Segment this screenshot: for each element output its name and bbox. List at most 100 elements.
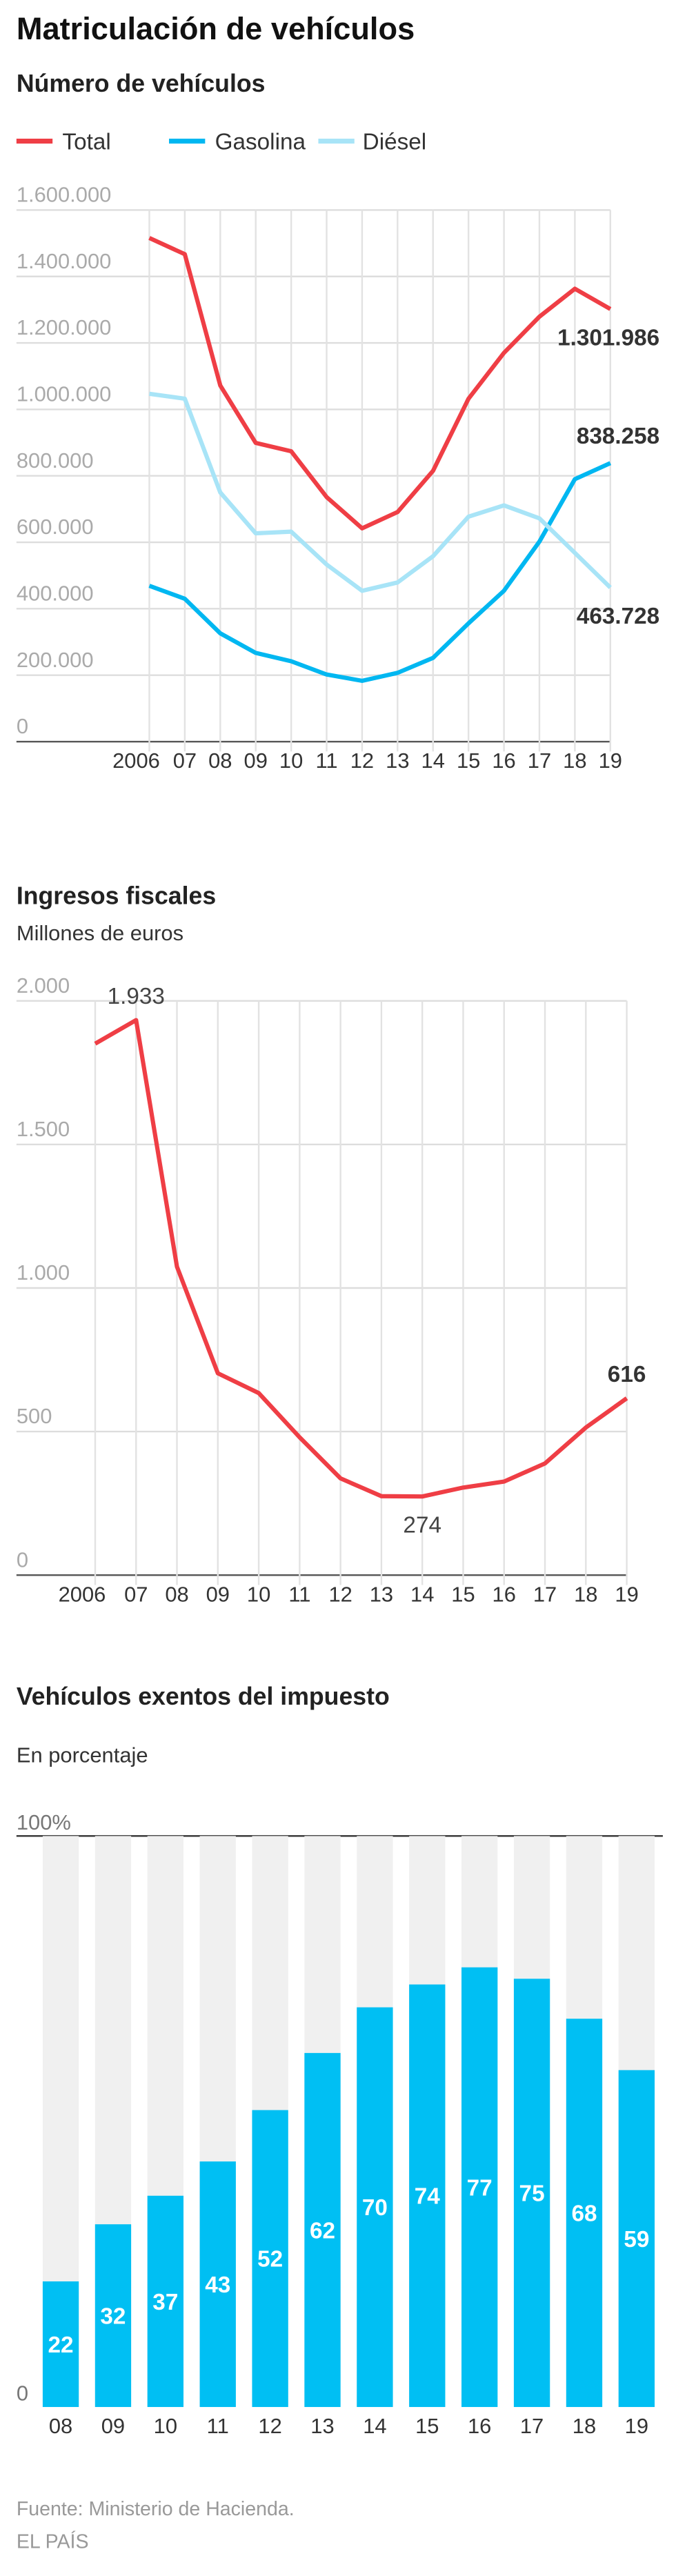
x-tick-label: 15 <box>451 1582 475 1606</box>
y-tick-label: 800.000 <box>17 448 94 473</box>
x-tick-label: 19 <box>615 1582 638 1606</box>
x-tick-label: 14 <box>421 749 445 773</box>
chart-title: Número de vehículos <box>17 70 266 97</box>
legend-label: Diésel <box>363 129 426 155</box>
series-line <box>149 391 612 593</box>
value-label: 32 <box>100 2303 126 2329</box>
x-tick-label: 17 <box>528 749 551 773</box>
value-label: 77 <box>467 2175 493 2201</box>
chart-title: Vehículos exentos del impuesto <box>17 1683 390 1710</box>
x-tick-label: 08 <box>165 1582 188 1606</box>
x-tick-label: 09 <box>244 749 268 773</box>
bar <box>252 2110 288 2408</box>
x-tick-label: 15 <box>415 2414 439 2438</box>
legend-label: Gasolina <box>215 129 306 155</box>
value-label: 43 <box>205 2272 230 2298</box>
bar <box>304 2052 341 2408</box>
bar <box>357 2007 393 2408</box>
x-tick-label: 13 <box>370 1582 393 1606</box>
series-line <box>94 1018 628 1499</box>
value-label: 274 <box>403 1512 441 1538</box>
bar <box>618 2070 655 2408</box>
x-tick-label: 10 <box>279 749 303 773</box>
value-label: 74 <box>415 2184 441 2210</box>
y-tick-label: 1.000 <box>17 1260 70 1285</box>
y-tick-label: 0 <box>17 2381 28 2406</box>
series-line <box>148 461 612 683</box>
x-tick-label: 16 <box>492 749 515 773</box>
chart-title: Ingresos fiscales <box>17 882 216 909</box>
x-tick-label: 19 <box>599 749 622 773</box>
credit: EL PAÍS <box>17 2531 89 2553</box>
x-tick-label: 11 <box>207 2414 229 2438</box>
x-tick-label: 13 <box>310 2414 334 2438</box>
x-tick-label: 13 <box>386 749 409 773</box>
value-label: 1.301.986 <box>557 325 659 350</box>
y-tick-label: 200.000 <box>17 648 94 672</box>
x-tick-label: 09 <box>101 2414 125 2438</box>
x-tick-label: 08 <box>208 749 232 773</box>
x-tick-label: 15 <box>457 749 480 773</box>
y-tick-label: 1.500 <box>17 1117 70 1141</box>
value-label: 52 <box>257 2247 283 2272</box>
bar <box>409 1984 446 2408</box>
bar <box>566 2019 603 2408</box>
x-tick-label: 2006 <box>112 749 160 773</box>
x-tick-label: 12 <box>350 749 374 773</box>
x-tick-label: 09 <box>206 1582 230 1606</box>
source: Fuente: Ministerio de Hacienda. <box>17 2498 295 2520</box>
bar <box>95 2224 132 2408</box>
y-tick-label: 0 <box>17 1547 28 1572</box>
x-tick-label: 18 <box>574 1582 597 1606</box>
x-tick-label: 14 <box>410 1582 434 1606</box>
y-tick-label: 400.000 <box>17 581 94 605</box>
y-tick-label: 1.600.000 <box>17 183 112 207</box>
x-tick-label: 12 <box>328 1582 352 1606</box>
x-tick-label: 10 <box>247 1582 270 1606</box>
value-label: 22 <box>48 2332 74 2358</box>
chart-subtitle: Millones de euros <box>17 921 183 945</box>
x-tick-label: 16 <box>493 1582 516 1606</box>
y-tick-label: 600.000 <box>17 515 94 539</box>
x-tick-label: 17 <box>520 2414 544 2438</box>
bar <box>461 1967 498 2408</box>
y-tick-label: 1.400.000 <box>17 249 112 273</box>
series-line <box>148 236 612 531</box>
value-label: 37 <box>152 2290 178 2315</box>
value-label: 838.258 <box>577 424 659 449</box>
y-tick-label: 100% <box>17 1810 71 1834</box>
x-tick-label: 07 <box>124 1582 148 1606</box>
y-tick-label: 1.200.000 <box>17 315 112 339</box>
value-label: 75 <box>519 2181 545 2207</box>
x-tick-label: 12 <box>258 2414 281 2438</box>
legend-label: Total <box>62 129 110 155</box>
x-tick-label: 08 <box>49 2414 72 2438</box>
bar <box>199 2161 236 2408</box>
y-tick-label: 0 <box>17 714 28 738</box>
y-tick-label: 1.000.000 <box>17 382 112 406</box>
value-label: 616 <box>608 1362 646 1387</box>
value-label: 59 <box>624 2227 649 2252</box>
bar <box>42 2281 79 2408</box>
y-tick-label: 2.000 <box>17 973 70 998</box>
page-title: Matriculación de vehículos <box>17 11 415 46</box>
chart-subtitle: En porcentaje <box>17 1743 148 1767</box>
x-tick-label: 07 <box>173 749 197 773</box>
x-tick-label: 17 <box>533 1582 557 1606</box>
value-label: 62 <box>310 2218 335 2243</box>
x-tick-label: 14 <box>363 2414 386 2438</box>
value-label: 1.933 <box>108 984 165 1009</box>
y-tick-label: 500 <box>17 1404 52 1428</box>
bar <box>513 1979 550 2408</box>
value-label: 70 <box>362 2195 388 2221</box>
x-tick-label: 19 <box>625 2414 648 2438</box>
value-label: 463.728 <box>577 604 659 629</box>
x-tick-label: 18 <box>573 2414 596 2438</box>
value-label: 68 <box>571 2201 597 2227</box>
x-tick-label: 2006 <box>59 1582 106 1606</box>
x-tick-label: 16 <box>468 2414 491 2438</box>
x-tick-label: 18 <box>563 749 586 773</box>
x-tick-label: 10 <box>154 2414 177 2438</box>
x-tick-label: 11 <box>288 1582 310 1606</box>
